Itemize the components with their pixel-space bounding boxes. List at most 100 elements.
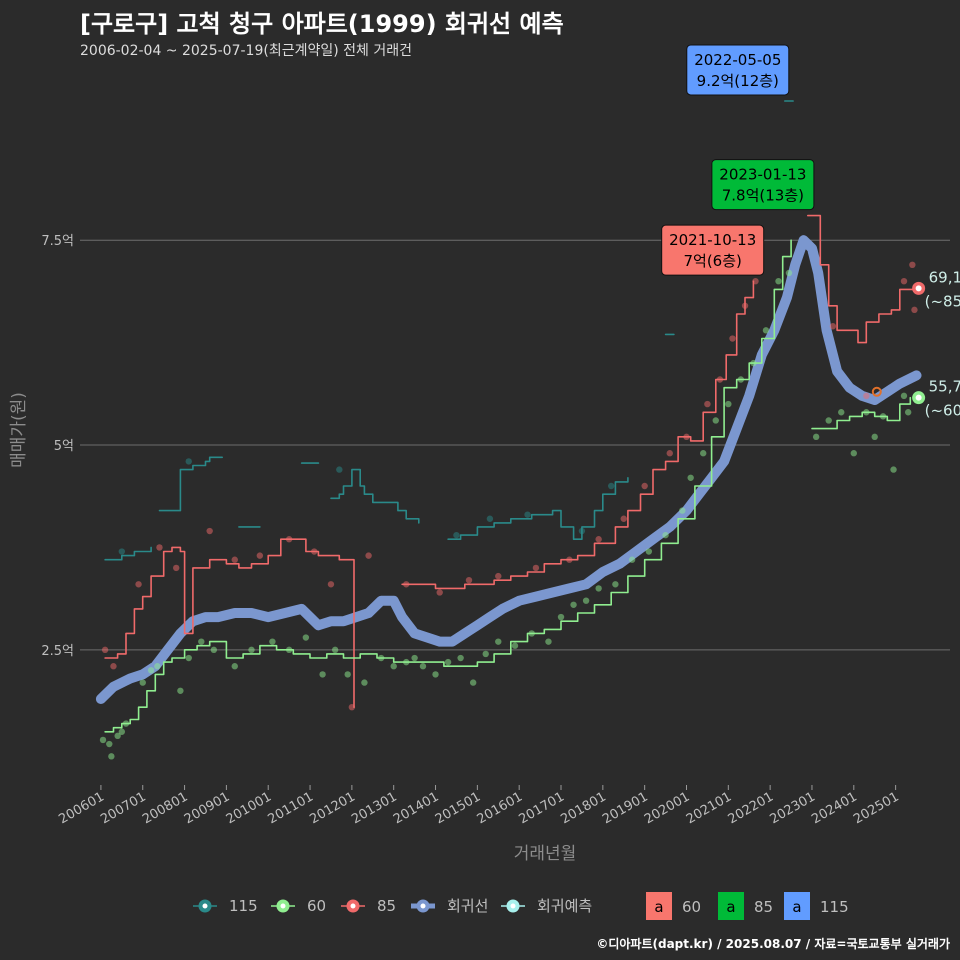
x-tick-label: 202301	[767, 789, 817, 827]
legend-box-letter: a	[654, 898, 663, 916]
data-point-60	[403, 658, 410, 666]
legend-label-85: 85	[377, 897, 396, 915]
data-point-85	[729, 335, 736, 342]
data-point-60	[469, 679, 477, 686]
x-tick-label: 201401	[391, 789, 441, 827]
data-point-60	[444, 658, 452, 666]
data-point-60	[139, 679, 146, 686]
legend-box-letter: a	[792, 898, 801, 916]
data-point-60	[825, 417, 832, 424]
data-point-60	[662, 531, 669, 539]
data-point-60	[432, 671, 439, 678]
data-point-60	[185, 654, 192, 662]
endpoint-area-85: (~85㎡)	[925, 292, 960, 310]
legend-swatch-center	[420, 903, 426, 909]
x-tick-label: 202501	[851, 789, 901, 827]
y-axis-title: 매매가(원)	[9, 392, 29, 468]
data-point-60	[687, 474, 694, 481]
x-tick-label: 200901	[182, 789, 232, 827]
data-point-85	[465, 576, 473, 584]
data-point-85	[532, 564, 540, 572]
data-point-85	[135, 581, 142, 588]
data-point-115	[453, 531, 460, 539]
endpoint-marker-center	[915, 394, 922, 401]
data-point-85	[495, 572, 502, 580]
data-point-60	[850, 450, 857, 457]
data-point-60	[269, 638, 276, 645]
data-point-60	[628, 556, 636, 563]
series-line-115	[330, 468, 420, 524]
data-point-85	[829, 323, 837, 330]
data-point-60	[122, 720, 130, 727]
legend-box-85	[718, 892, 744, 920]
data-point-60	[679, 507, 686, 514]
data-point-60	[900, 392, 908, 400]
callout-date: 2021-10-13	[669, 231, 756, 249]
data-point-60	[863, 409, 870, 416]
data-point-60	[198, 638, 205, 645]
data-point-60	[457, 654, 464, 662]
data-point-85	[666, 450, 673, 457]
data-point-60	[177, 687, 184, 694]
series-line-115	[158, 456, 223, 512]
data-point-115	[185, 458, 192, 465]
data-point-60	[775, 277, 782, 285]
callout-price: 9.2억(12층)	[697, 72, 779, 90]
data-point-60	[879, 413, 887, 420]
legend-box-label-60: 60	[682, 898, 701, 916]
data-point-85	[595, 536, 602, 543]
data-point-60	[495, 638, 502, 645]
data-point-60	[154, 663, 161, 670]
data-point-60	[147, 667, 155, 674]
data-point-60	[737, 376, 745, 383]
series-line-85	[401, 280, 755, 590]
x-tick-label: 201601	[475, 789, 525, 827]
data-point-60	[557, 613, 565, 621]
series-line-60	[811, 396, 912, 430]
data-point-60	[511, 642, 519, 649]
data-point-60	[595, 585, 602, 592]
data-point-85	[863, 392, 870, 400]
data-point-60	[331, 646, 339, 654]
data-point-60	[645, 548, 653, 555]
x-tick-label: 201101	[266, 789, 316, 827]
data-point-85	[110, 663, 117, 670]
data-point-85	[311, 548, 318, 555]
legend-label-회귀예측: 회귀예측	[537, 897, 592, 915]
x-tick-label: 201001	[224, 789, 274, 827]
data-point-60	[118, 728, 126, 735]
data-point-60	[712, 417, 719, 424]
point-layer	[99, 261, 918, 760]
data-point-60	[785, 269, 793, 277]
legend-swatch-center	[280, 903, 286, 909]
legend-box-60	[646, 892, 672, 920]
series-line-85	[807, 214, 920, 344]
data-point-60	[361, 679, 368, 686]
data-point-85	[327, 581, 335, 588]
data-point-85	[173, 564, 180, 572]
x-tick-label: 202201	[726, 789, 776, 827]
data-point-60	[890, 466, 897, 473]
annotation-layer: 69,125 (~85㎡) 55,780 (~60㎡) 2022-05-05 9.2억(1…	[661, 44, 960, 420]
legend-label-60: 60	[307, 897, 326, 915]
data-point-85	[683, 433, 690, 441]
chart-caption: ©디아파트(dapt.kr) / 2025.08.07 / 자료=국토교통부 실…	[596, 937, 950, 951]
endpoint-area-60: (~60㎡)	[925, 402, 960, 420]
data-point-60	[545, 638, 552, 645]
data-point-60	[390, 663, 397, 670]
x-tick-label: 201201	[307, 789, 357, 827]
callout-date: 2022-05-05	[694, 51, 781, 69]
y-tick-label: 7.5억	[41, 234, 74, 249]
data-point-85	[752, 277, 759, 285]
y-tick-label: 5억	[54, 439, 74, 454]
data-point-60	[725, 400, 732, 408]
legend-box-letter: a	[726, 898, 735, 916]
callout-price: 7.8억(13층)	[722, 187, 804, 205]
legend-box-label-85: 85	[754, 898, 773, 916]
series-line-60	[104, 239, 792, 733]
x-tick-label: 202401	[809, 789, 859, 827]
x-tick-label: 201301	[349, 789, 399, 827]
callout-box-115	[686, 44, 790, 96]
callout-box-60	[661, 224, 765, 276]
legend-label-115: 115	[229, 897, 258, 915]
